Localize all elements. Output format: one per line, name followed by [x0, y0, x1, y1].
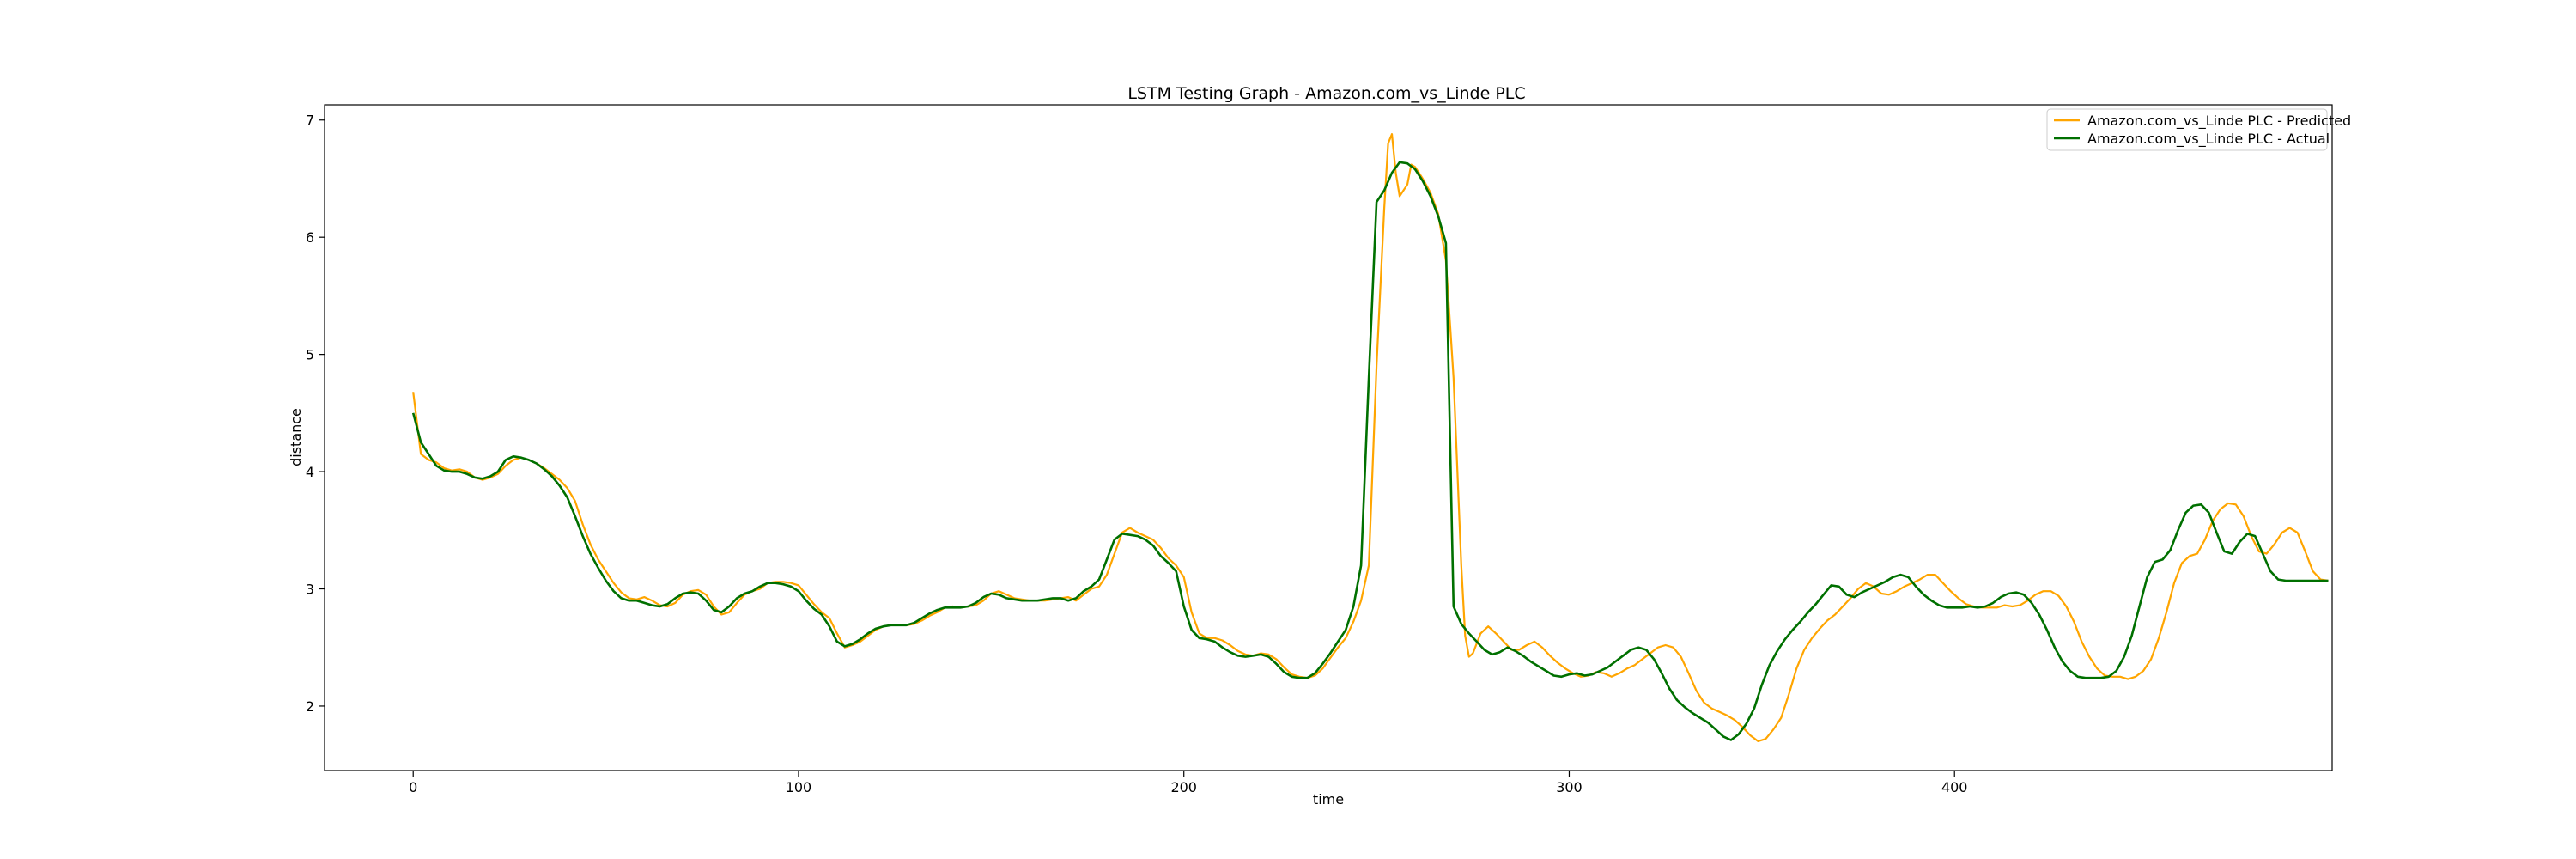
series-line-actual [411, 161, 2329, 741]
y-tick-label: 7 [306, 113, 314, 129]
x-tick-label: 200 [1170, 779, 1197, 795]
y-axis: 2 3 4 5 6 7 [306, 113, 325, 715]
series-line-predicted [412, 133, 2329, 742]
x-tick-label: 300 [1556, 779, 1583, 795]
y-tick-label: 3 [306, 582, 314, 598]
legend-entry-actual: Amazon.com_vs_Linde PLC - Actual [2087, 131, 2330, 148]
y-tick-label: 5 [306, 347, 314, 363]
plot-area [324, 104, 2333, 771]
y-tick-label: 6 [306, 229, 314, 246]
x-tick-label: 100 [786, 779, 812, 795]
x-axis: 0 100 200 300 400 [409, 771, 1967, 795]
x-tick-label: 400 [1941, 779, 1968, 795]
legend-frame [2046, 108, 2328, 151]
legend: Amazon.com_vs_Linde PLC - Predicted Amaz… [2046, 108, 2351, 151]
x-tick-label: 0 [409, 779, 417, 795]
legend-entry-predicted: Amazon.com_vs_Linde PLC - Predicted [2087, 113, 2351, 130]
y-axis-label: distance [288, 408, 304, 466]
y-tick-label: 4 [306, 464, 314, 480]
y-tick-label: 2 [306, 698, 314, 715]
series-group [411, 133, 2329, 742]
chart-title: LSTM Testing Graph - Amazon.com_vs_Linde… [1127, 84, 1525, 103]
x-axis-label: time [1313, 791, 1344, 807]
